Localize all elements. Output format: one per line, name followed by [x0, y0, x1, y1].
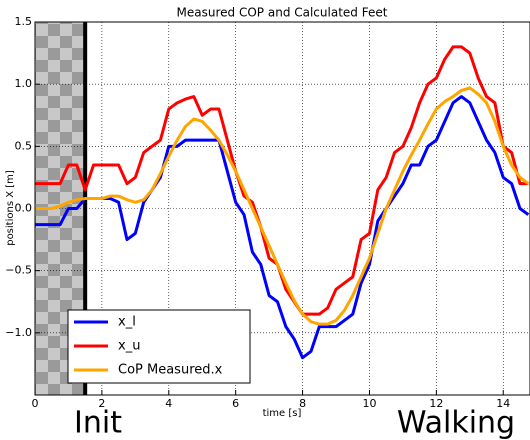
y-tick-label: −0.5: [5, 264, 32, 277]
x-tick-label: 12: [429, 397, 443, 410]
y-tick-label: 1.5: [15, 15, 33, 28]
y-tick-label: 0.5: [15, 139, 33, 152]
x-tick-label: 8: [299, 397, 306, 410]
series-line: [35, 95, 530, 360]
annotation: Walking: [397, 406, 515, 440]
y-tick-label: −1.0: [5, 326, 32, 339]
legend-label: CoP Measured.x: [118, 363, 223, 378]
y-tick-label: 0.0: [15, 202, 33, 215]
legend-label: x_l: [118, 315, 136, 330]
x-tick-label: 0: [32, 397, 39, 410]
x-tick-label: 6: [232, 397, 239, 410]
annotation: Init: [74, 406, 122, 440]
chart-title: Measured COP and Calculated Feet: [177, 6, 388, 20]
y-axis-label: positions X [m]: [5, 170, 16, 246]
x-tick-label: 10: [362, 397, 376, 410]
x-axis-label: time [s]: [263, 408, 302, 419]
y-tick-label: 1.0: [15, 77, 33, 90]
plot-lines: [35, 45, 530, 360]
legend-label: x_u: [118, 339, 140, 354]
x-tick-label: 14: [496, 397, 510, 410]
series-line: [35, 86, 530, 326]
x-tick-label: 2: [98, 397, 105, 410]
x-tick-label: 4: [165, 397, 172, 410]
plot-frame: [34, 21, 530, 396]
